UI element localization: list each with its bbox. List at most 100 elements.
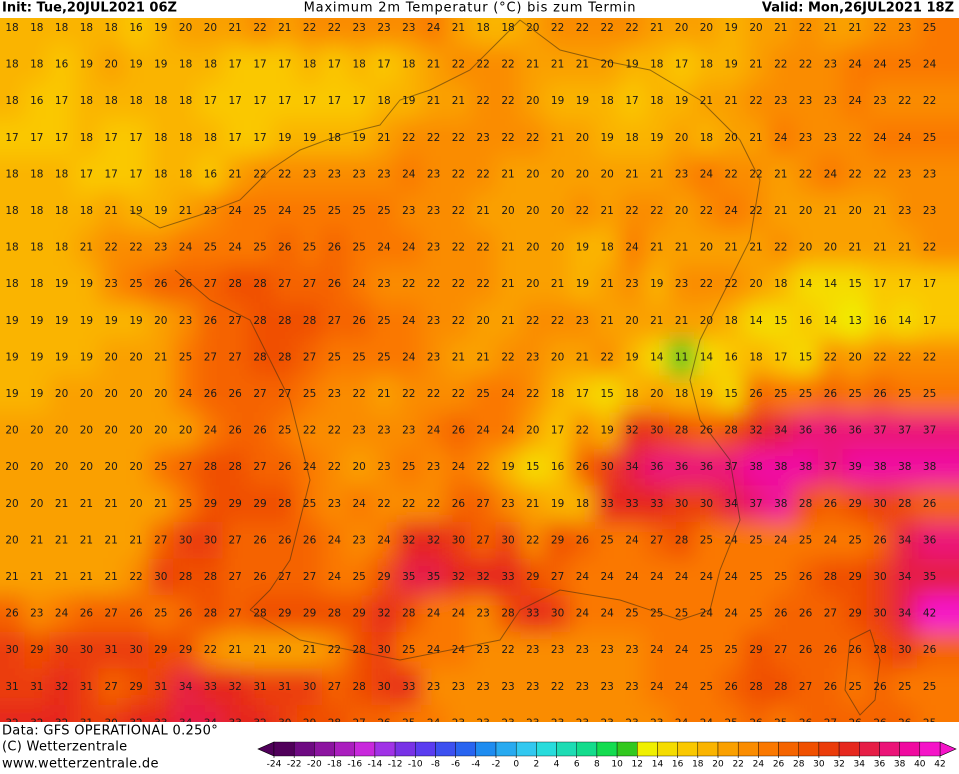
- temperature-cell: [322, 229, 348, 267]
- temperature-value: 23: [601, 644, 614, 656]
- colorbar-label: 14: [652, 760, 664, 770]
- temperature-cell: [49, 265, 75, 303]
- temperature-value: 23: [898, 22, 911, 34]
- temperature-cell: [346, 375, 373, 413]
- temperature-cell: [371, 412, 397, 450]
- temperature-cell: [297, 229, 323, 267]
- temperature-cell: [470, 119, 497, 157]
- temperature-cell: [917, 558, 959, 596]
- temperature-cell: [470, 668, 497, 706]
- temperature-cell: [570, 522, 596, 560]
- temperature-value: 24: [576, 571, 590, 583]
- temperature-cell: [297, 595, 323, 633]
- temperature-cell: [644, 705, 670, 722]
- temperature-cell: [123, 412, 149, 450]
- temperature-value: 20: [749, 22, 762, 34]
- temperature-value: 20: [179, 22, 192, 34]
- temperature-value: 18: [601, 242, 614, 254]
- temperature-value: 19: [551, 95, 564, 107]
- border: [249, 589, 711, 661]
- temperature-value: 23: [377, 278, 390, 290]
- temperature-value: 24: [849, 95, 863, 107]
- temperature-value: 26: [278, 534, 292, 546]
- temperature-value: 29: [204, 498, 217, 510]
- temperature-value: 27: [303, 351, 316, 363]
- temperature-cell: [396, 631, 422, 669]
- temperature-value: 21: [477, 351, 490, 363]
- temperature-cell: [222, 156, 249, 194]
- temperature-value: 23: [427, 681, 440, 693]
- temperature-cell: [570, 448, 596, 486]
- temperature-value: 21: [5, 571, 18, 583]
- temperature-cell: [669, 46, 695, 84]
- temperature-value: 23: [328, 388, 341, 400]
- temperature-cell: [842, 705, 869, 722]
- temperature-cell: [24, 412, 50, 450]
- temperature-value: 18: [5, 242, 18, 254]
- temperature-value: 38: [898, 461, 911, 473]
- temperature-value: 35: [923, 571, 936, 583]
- temperature-cell: [818, 82, 844, 120]
- temperature-cell: [892, 448, 918, 486]
- colorbar-swatch: [515, 741, 537, 757]
- temperature-cell: [322, 375, 348, 413]
- temperature-cell: [570, 595, 596, 633]
- temperature-cell: [644, 375, 670, 413]
- temperature-value: 20: [30, 461, 43, 473]
- temperature-value: 21: [105, 571, 118, 583]
- temperature-cell: [272, 412, 298, 450]
- temperature-cell: [570, 302, 596, 340]
- temperature-value: 20: [55, 388, 68, 400]
- temperature-value: 39: [849, 461, 862, 473]
- colorbar-swatch: [798, 741, 820, 757]
- temperature-cell: [173, 156, 199, 194]
- temperature-cell: [793, 82, 819, 120]
- temperature-value: 24: [601, 608, 615, 620]
- temperature-value: 26: [353, 315, 367, 327]
- temperature-value: 26: [824, 681, 838, 693]
- temperature-cell: [148, 631, 174, 669]
- map-title: Maximum 2m Temperatur (°C) bis zum Termi…: [304, 1, 637, 16]
- temperature-cell: [396, 229, 422, 267]
- temperature-cell: [917, 412, 959, 450]
- temperature-cell: [718, 82, 745, 120]
- temperature-value: 34: [204, 717, 218, 729]
- temperature-cell: [818, 631, 844, 669]
- temperature-cell: [570, 229, 596, 267]
- temperature-cell: [272, 46, 298, 84]
- temperature-value: 24: [427, 22, 441, 34]
- temperature-cell: [470, 522, 497, 560]
- temperature-cell: [743, 18, 769, 47]
- temperature-value: 22: [799, 22, 812, 34]
- temperature-value: 23: [526, 681, 539, 693]
- temperature-cell: [421, 339, 447, 377]
- temperature-value: 19: [5, 388, 18, 400]
- temperature-value: 21: [501, 242, 514, 254]
- temperature-value: 25: [377, 351, 390, 363]
- temperature-value: 22: [477, 461, 490, 473]
- temperature-value: 22: [253, 22, 266, 34]
- temperature-value: 23: [923, 205, 936, 217]
- temperature-value: 28: [229, 278, 242, 290]
- temperature-cell: [396, 595, 422, 633]
- temperature-cell: [743, 412, 769, 450]
- temperature-cell: [842, 558, 869, 596]
- temperature-cell: [545, 82, 571, 120]
- temperature-value: 17: [229, 132, 242, 144]
- temperature-value: 32: [55, 717, 68, 729]
- temperature-value: 20: [129, 425, 142, 437]
- temperature-cell: [222, 192, 249, 230]
- temperature-value: 26: [229, 425, 243, 437]
- temperature-value: 17: [328, 95, 341, 107]
- temperature-value: 24: [700, 608, 714, 620]
- temperature-value: 26: [849, 717, 863, 729]
- temperature-cell: [644, 156, 670, 194]
- temperature-value: 23: [353, 168, 366, 180]
- colorbar-swatch: [919, 741, 941, 757]
- temperature-value: 24: [501, 425, 515, 437]
- temperature-cell: [520, 302, 546, 340]
- temperature-cell: [371, 265, 397, 303]
- temperature-value: 33: [154, 717, 167, 729]
- temperature-value: 20: [154, 425, 167, 437]
- temperature-value: 32: [377, 608, 390, 620]
